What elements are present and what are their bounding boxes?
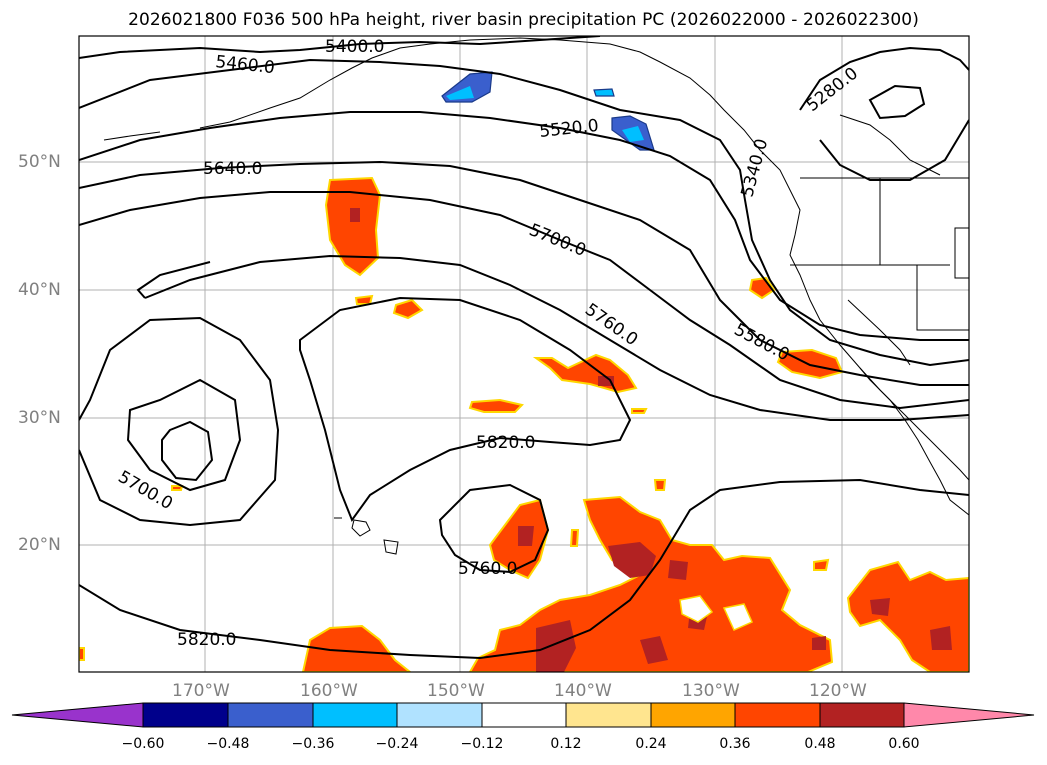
colorbar-under (11, 702, 144, 728)
colorbar-bin (142, 702, 229, 728)
lon-label: 150°W (427, 681, 485, 701)
colorbar-tick-label: −0.12 (460, 736, 504, 752)
colorbar-tick-label: 0.48 (804, 736, 836, 752)
contour-label: 5340.0 (738, 137, 773, 200)
plot-frame (78, 35, 970, 673)
colorbar-tick-label: −0.24 (375, 736, 419, 752)
colorbar-tick-label: −0.48 (206, 736, 250, 752)
colorbar-tick-label: 0.24 (635, 736, 667, 752)
colorbar-over (903, 702, 1035, 728)
lat-label: 30°N (18, 408, 61, 428)
lat-label: 50°N (18, 152, 61, 172)
colorbar-bin (565, 702, 652, 728)
colorbar-tick-label: 0.36 (719, 736, 751, 752)
contour-label: 5460.0 (214, 52, 275, 78)
contour-label: 5820.0 (476, 433, 535, 453)
lat-label: 20°N (18, 535, 61, 555)
precip-gaps (679, 595, 753, 631)
contour-label: 5400.0 (325, 37, 384, 57)
lon-label: 120°W (809, 681, 867, 701)
contour-label: 5520.0 (538, 116, 599, 142)
lat-label: 40°N (18, 280, 61, 300)
map-title: 2026021800 F036 500 hPa height, river ba… (128, 10, 919, 30)
contour-label: 5280.0 (803, 64, 862, 116)
colorbar-bin (396, 702, 483, 728)
contour-label: 5700.0 (115, 467, 177, 514)
contour-label: 5760.0 (458, 559, 517, 579)
contour-label: 5580.0 (731, 320, 793, 366)
contour-label: 5820.0 (177, 630, 236, 650)
contour-label: 5640.0 (203, 159, 262, 179)
precip-positive-areas (79, 176, 969, 672)
colorbar-bin (819, 702, 905, 728)
colorbar (11, 702, 1035, 728)
precip-negative-areas (441, 71, 655, 151)
colorbar-bin (734, 702, 821, 728)
height-contours (79, 36, 969, 660)
lon-label: 160°W (300, 681, 358, 701)
colorbar-tick-label: −0.36 (291, 736, 335, 752)
lon-label: 130°W (682, 681, 740, 701)
colorbar-bin (227, 702, 314, 728)
colorbar-tick-label: 0.12 (550, 736, 582, 752)
contour-label: 5760.0 (581, 300, 641, 351)
colorbar-tick-label: −0.60 (121, 736, 165, 752)
lon-label: 140°W (554, 681, 612, 701)
colorbar-bin (312, 702, 398, 728)
colorbar-tick-label: 0.60 (888, 736, 920, 752)
colorbar-bin (481, 702, 567, 728)
colorbar-bin (650, 702, 736, 728)
lon-label: 170°W (172, 681, 230, 701)
contour-label: 5700.0 (526, 220, 589, 261)
coastlines (103, 37, 969, 555)
